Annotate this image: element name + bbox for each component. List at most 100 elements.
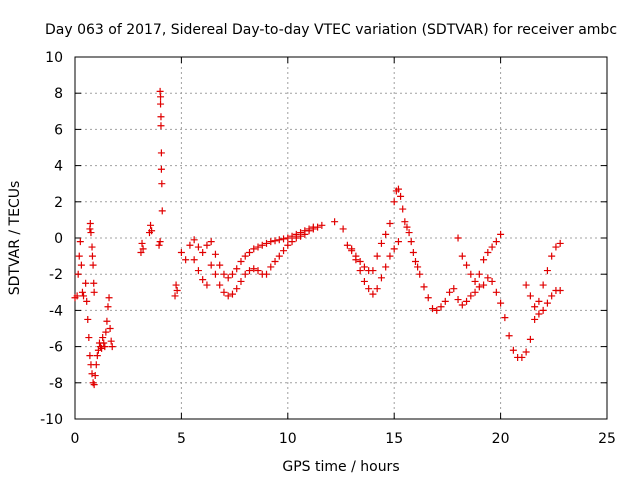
- data-point: [76, 238, 84, 246]
- plot-frame: [74, 56, 608, 420]
- data-point: [535, 297, 543, 305]
- data-point: [80, 292, 88, 300]
- data-point: [155, 241, 163, 249]
- data-point: [373, 252, 381, 260]
- data-point: [429, 305, 437, 313]
- data-point: [505, 332, 513, 340]
- data-point: [199, 276, 207, 284]
- data-point: [352, 256, 360, 264]
- data-point: [258, 241, 266, 249]
- data-point: [531, 303, 539, 311]
- data-point: [267, 263, 275, 271]
- data-point: [207, 238, 215, 246]
- data-points: [71, 87, 564, 389]
- data-point: [411, 258, 419, 266]
- data-point: [382, 263, 390, 271]
- data-point: [556, 239, 564, 247]
- data-point: [539, 306, 547, 314]
- data-point: [331, 218, 339, 226]
- data-point: [157, 149, 165, 157]
- data-point: [86, 352, 94, 360]
- x-tick-label: 20: [492, 431, 510, 447]
- data-point: [360, 263, 368, 271]
- data-point: [250, 265, 258, 273]
- data-point: [216, 261, 224, 269]
- data-point: [531, 315, 539, 323]
- data-point: [245, 248, 253, 256]
- data-point: [241, 270, 249, 278]
- data-point: [399, 205, 407, 213]
- data-point: [102, 328, 110, 336]
- data-point: [101, 343, 109, 351]
- data-point: [157, 122, 165, 130]
- data-point: [182, 256, 190, 264]
- data-point: [522, 348, 530, 356]
- data-point: [518, 353, 526, 361]
- y-tick-label: -2: [49, 267, 63, 283]
- data-point: [552, 243, 560, 251]
- x-tick-label: 15: [385, 431, 403, 447]
- data-point: [88, 252, 96, 260]
- data-point: [467, 270, 475, 278]
- y-tick-label: 2: [54, 195, 63, 211]
- data-point: [386, 220, 394, 228]
- data-point: [424, 294, 432, 302]
- data-point: [194, 267, 202, 275]
- data-point: [224, 292, 232, 300]
- data-point: [263, 239, 271, 247]
- data-point: [488, 277, 496, 285]
- data-point: [433, 306, 441, 314]
- data-point: [83, 297, 91, 305]
- data-point: [475, 270, 483, 278]
- data-point: [403, 223, 411, 231]
- data-point: [172, 281, 180, 289]
- data-point: [254, 267, 262, 275]
- data-point: [157, 165, 165, 173]
- data-point: [106, 325, 114, 332]
- data-point: [75, 252, 83, 260]
- data-point: [369, 267, 377, 275]
- data-point: [437, 303, 445, 311]
- data-point: [356, 258, 364, 266]
- data-point: [509, 346, 517, 354]
- data-point: [458, 301, 466, 309]
- data-point: [100, 339, 108, 347]
- data-point: [228, 290, 236, 298]
- data-point: [271, 237, 279, 245]
- data-point: [88, 243, 96, 251]
- data-point: [89, 261, 97, 269]
- data-point: [99, 334, 107, 342]
- data-point: [233, 265, 241, 273]
- data-point: [199, 248, 207, 256]
- data-point: [535, 310, 543, 318]
- data-point: [463, 261, 471, 269]
- chart-title: Day 063 of 2017, Sidereal Day-to-day VTE…: [45, 22, 617, 38]
- data-point: [467, 292, 475, 300]
- data-point: [463, 297, 471, 305]
- data-point: [220, 270, 228, 278]
- data-point: [369, 290, 377, 298]
- y-tick-label: -8: [49, 376, 63, 392]
- data-point: [356, 267, 364, 275]
- data-point: [401, 218, 409, 226]
- x-tick-label: 0: [71, 431, 80, 447]
- grid: [75, 57, 607, 419]
- y-tick-label: 0: [54, 231, 63, 247]
- data-point: [318, 221, 326, 229]
- data-point: [458, 252, 466, 260]
- data-point: [348, 245, 356, 253]
- data-point: [84, 315, 92, 323]
- data-point: [93, 352, 101, 360]
- data-point: [158, 180, 166, 188]
- data-point: [390, 245, 398, 253]
- data-point: [139, 245, 147, 253]
- data-point: [373, 285, 381, 293]
- data-point: [90, 279, 98, 287]
- x-tick-label: 5: [177, 431, 186, 447]
- data-point: [284, 241, 292, 249]
- data-point: [414, 263, 422, 271]
- data-point: [77, 261, 85, 269]
- y-tick-label: 4: [54, 159, 63, 175]
- data-point: [275, 236, 283, 244]
